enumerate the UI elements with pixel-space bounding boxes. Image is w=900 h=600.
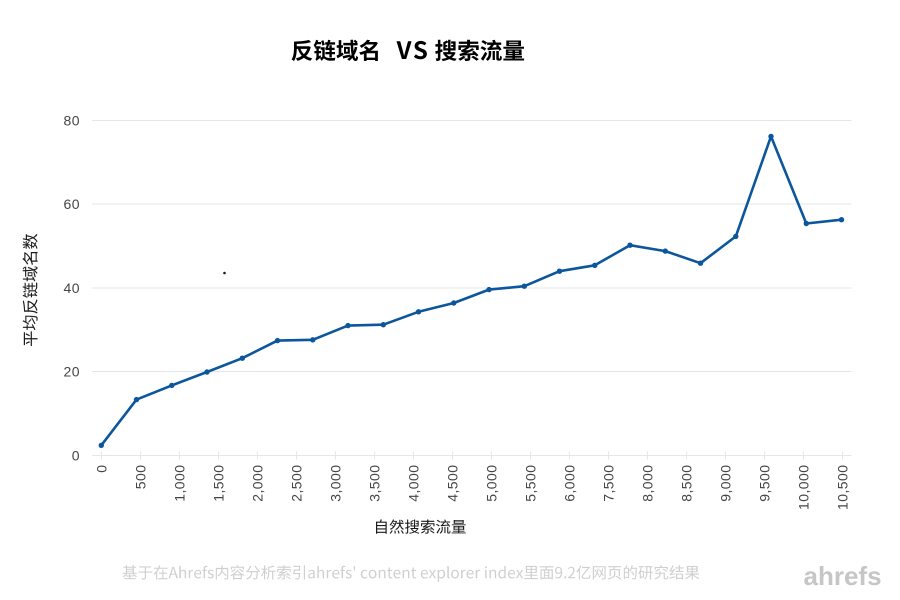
svg-text:1,000: 1,000 (171, 465, 187, 502)
svg-text:0: 0 (72, 447, 80, 463)
svg-text:8,000: 8,000 (640, 465, 656, 502)
svg-text:7,500: 7,500 (601, 465, 617, 502)
svg-text:0: 0 (93, 465, 109, 473)
svg-text:5,000: 5,000 (484, 465, 500, 502)
svg-text:3,500: 3,500 (366, 465, 382, 502)
svg-text:9,500: 9,500 (757, 465, 773, 502)
svg-text:6,000: 6,000 (562, 465, 578, 502)
svg-text:80: 80 (64, 113, 80, 129)
svg-text:2,000: 2,000 (249, 465, 265, 502)
svg-text:2,500: 2,500 (288, 465, 304, 502)
svg-text:40: 40 (64, 280, 80, 296)
svg-text:10,500: 10,500 (835, 465, 851, 511)
svg-text:4,000: 4,000 (405, 465, 421, 502)
svg-text:1,500: 1,500 (210, 465, 226, 502)
svg-text:4,500: 4,500 (444, 465, 460, 502)
svg-text:3,000: 3,000 (327, 465, 343, 502)
svg-text:500: 500 (132, 465, 148, 490)
svg-text:20: 20 (64, 364, 80, 380)
svg-text:60: 60 (64, 196, 80, 212)
svg-text:9,000: 9,000 (718, 465, 734, 502)
svg-text:5,500: 5,500 (523, 465, 539, 502)
svg-text:8,500: 8,500 (679, 465, 695, 502)
svg-text:10,000: 10,000 (796, 465, 812, 511)
svg-text:ahrefs: ahrefs (804, 561, 882, 591)
